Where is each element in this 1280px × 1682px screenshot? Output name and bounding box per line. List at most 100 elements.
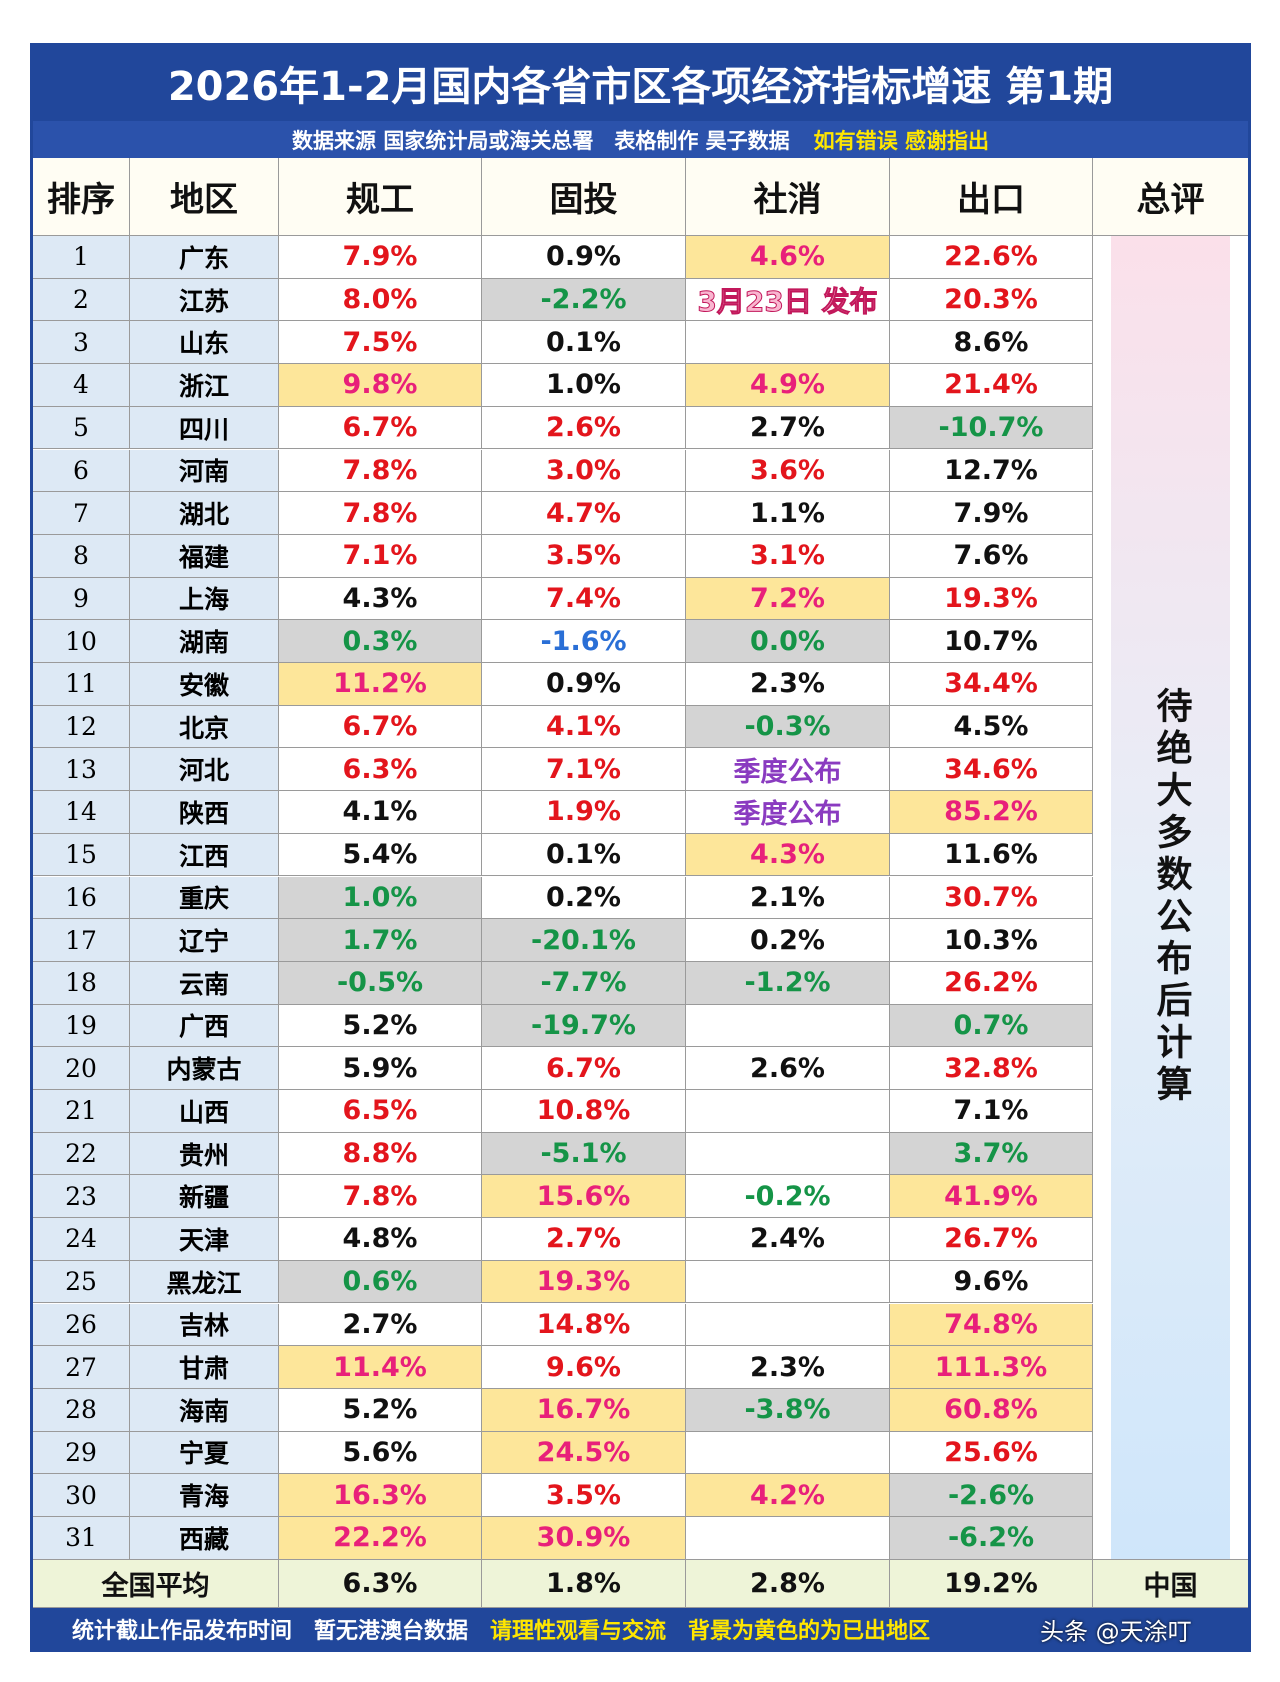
value-cell: 20.3% [890, 278, 1093, 322]
value-cell: 74.8% [890, 1303, 1093, 1347]
rank: 11 [32, 663, 130, 706]
value-cell [686, 1004, 890, 1048]
rank: 10 [32, 620, 130, 663]
region: 广西 [130, 1004, 279, 1048]
rank: 21 [32, 1090, 130, 1133]
value-cell: 2.3% [686, 1346, 890, 1389]
region: 内蒙古 [130, 1047, 279, 1090]
value-cell: 34.4% [890, 663, 1093, 706]
rank: 15 [32, 833, 130, 877]
value-cell: 26.2% [890, 961, 1093, 1005]
source: 数据来源 国家统计局或海关总署 表格制作 昊子数据 [292, 128, 790, 153]
rank: 2 [32, 278, 130, 322]
value-cell: 4.5% [890, 705, 1093, 749]
value-cell [686, 1517, 890, 1560]
rank: 27 [32, 1346, 130, 1389]
watermark: 头条 @天涂叮 [1040, 1617, 1192, 1646]
rank: 23 [32, 1175, 130, 1219]
region: 青海 [130, 1474, 279, 1517]
rank: 20 [32, 1047, 130, 1090]
value-cell: 1.1% [686, 492, 890, 535]
rank: 25 [32, 1260, 130, 1304]
footer-cell: 1.8% [482, 1559, 686, 1608]
value-cell: 19.3% [890, 577, 1093, 621]
footer-cell: 2.8% [686, 1559, 890, 1608]
footer-cell: 全国平均 [32, 1559, 279, 1608]
value-cell [686, 1090, 890, 1133]
value-cell: 3.6% [686, 449, 890, 493]
value-cell: 3.5% [482, 1474, 686, 1517]
region: 重庆 [130, 876, 279, 920]
value-cell: 9.6% [890, 1260, 1093, 1304]
value-cell: -2.6% [890, 1474, 1093, 1517]
value-cell: 2.3% [686, 663, 890, 706]
overall-column: 待绝大多数公布后计算 [1093, 236, 1249, 1560]
value-cell: 8.0% [279, 278, 482, 322]
region: 福建 [130, 534, 279, 578]
value-cell: 111.3% [890, 1346, 1093, 1389]
region: 山东 [130, 321, 279, 365]
region: 西藏 [130, 1517, 279, 1560]
region: 甘肃 [130, 1346, 279, 1389]
value-cell [686, 321, 890, 365]
value-cell: 32.8% [890, 1047, 1093, 1090]
value-cell: 11.4% [279, 1346, 482, 1389]
value-cell: 3.1% [686, 534, 890, 578]
overall-note: 待绝大多数公布后计算 [1150, 687, 1192, 1108]
value-cell: 30.9% [482, 1517, 686, 1560]
value-cell: 2.7% [279, 1303, 482, 1347]
value-cell: 10.8% [482, 1090, 686, 1133]
value-cell: 7.9% [890, 492, 1093, 535]
value-cell: 3.5% [482, 534, 686, 578]
value-cell: 7.1% [482, 748, 686, 792]
value-cell: 季度公布 [686, 791, 890, 834]
region: 湖北 [130, 492, 279, 535]
value-cell: 3.0% [482, 449, 686, 493]
value-cell [686, 1132, 890, 1176]
bottom-note: 请理性观看与交流 背景为黄色的为已出地区 [490, 1619, 931, 1644]
value-cell: 0.0% [686, 620, 890, 663]
value-cell: 6.5% [279, 1090, 482, 1133]
region: 山西 [130, 1090, 279, 1133]
value-cell: 16.7% [482, 1388, 686, 1432]
rank: 3 [32, 321, 130, 365]
value-cell: 41.9% [890, 1175, 1093, 1219]
value-cell: 10.7% [890, 620, 1093, 663]
rank: 19 [32, 1004, 130, 1048]
value-cell: 19.3% [482, 1260, 686, 1304]
region: 陕西 [130, 791, 279, 834]
region: 云南 [130, 961, 279, 1005]
rank: 7 [32, 492, 130, 535]
value-cell: 4.8% [279, 1218, 482, 1261]
value-cell: 11.2% [279, 663, 482, 706]
value-cell: 5.2% [279, 1388, 482, 1432]
rank: 14 [32, 791, 130, 834]
value-cell: -20.1% [482, 919, 686, 962]
value-cell [686, 1260, 890, 1304]
rank: 17 [32, 919, 130, 962]
rank: 31 [32, 1517, 130, 1560]
region: 河北 [130, 748, 279, 792]
value-cell: 30.7% [890, 876, 1093, 920]
value-cell: 15.6% [482, 1175, 686, 1219]
value-cell: 12.7% [890, 449, 1093, 493]
value-cell: 0.7% [890, 1004, 1093, 1048]
value-cell: 2.7% [482, 1218, 686, 1261]
value-cell: 2.1% [686, 876, 890, 920]
value-cell: 26.7% [890, 1218, 1093, 1261]
value-cell: -1.6% [482, 620, 686, 663]
header-cell: 规工 [279, 158, 482, 236]
rank: 4 [32, 364, 130, 407]
rank: 22 [32, 1132, 130, 1176]
bottom-info: 统计截止作品发布时间 暂无港澳台数据 [72, 1619, 469, 1644]
rank: 26 [32, 1303, 130, 1347]
value-cell: 0.6% [279, 1260, 482, 1304]
rank: 24 [32, 1218, 130, 1261]
value-cell: 0.3% [279, 620, 482, 663]
value-cell: -0.2% [686, 1175, 890, 1219]
region: 吉林 [130, 1303, 279, 1347]
overall-band: 待绝大多数公布后计算 [1111, 236, 1230, 1559]
value-cell: -1.2% [686, 961, 890, 1005]
region: 广东 [130, 236, 279, 279]
